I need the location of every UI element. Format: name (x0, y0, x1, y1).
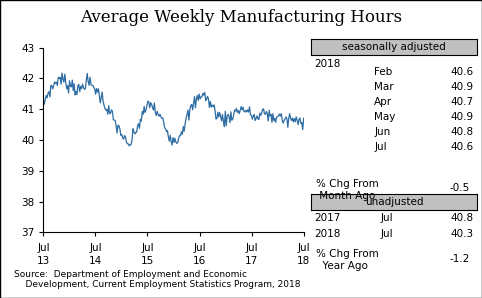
Text: Jul: Jul (374, 142, 387, 152)
Text: Source:  Department of Employment and Economic
    Development, Current Employme: Source: Department of Employment and Eco… (14, 270, 301, 289)
Text: Jun: Jun (374, 127, 390, 137)
Text: Jul: Jul (297, 243, 310, 253)
Text: % Chg From
 Month Ago: % Chg From Month Ago (316, 179, 378, 201)
Text: Jul: Jul (193, 243, 206, 253)
Text: 40.3: 40.3 (451, 229, 474, 239)
Text: 2017: 2017 (314, 213, 341, 223)
Text: Jul: Jul (37, 243, 50, 253)
Text: 40.8: 40.8 (451, 127, 474, 137)
Text: Jul: Jul (89, 243, 102, 253)
Text: May: May (374, 112, 395, 122)
Text: Jul: Jul (381, 229, 393, 239)
Text: 2018: 2018 (314, 229, 341, 239)
Text: 40.6: 40.6 (451, 67, 474, 77)
Text: -1.2: -1.2 (450, 254, 470, 264)
Text: Jul: Jul (245, 243, 258, 253)
Text: 18: 18 (297, 256, 310, 266)
Text: 16: 16 (193, 256, 206, 266)
Text: 17: 17 (245, 256, 258, 266)
Text: unadjusted: unadjusted (365, 197, 423, 207)
Text: seasonally adjusted: seasonally adjusted (342, 42, 446, 52)
Text: Apr: Apr (374, 97, 392, 107)
Text: Jul: Jul (141, 243, 154, 253)
Text: 2018: 2018 (314, 59, 341, 69)
Text: 40.8: 40.8 (451, 213, 474, 223)
Text: 14: 14 (89, 256, 102, 266)
Text: % Chg From
  Year Ago: % Chg From Year Ago (316, 249, 378, 271)
Text: Average Weekly Manufacturing Hours: Average Weekly Manufacturing Hours (80, 9, 402, 26)
Text: 15: 15 (141, 256, 154, 266)
Text: 40.9: 40.9 (451, 82, 474, 92)
Text: Mar: Mar (374, 82, 394, 92)
Text: -0.5: -0.5 (450, 183, 470, 193)
Text: 40.6: 40.6 (451, 142, 474, 152)
Text: Jul: Jul (381, 213, 393, 223)
Text: 40.9: 40.9 (451, 112, 474, 122)
Text: Feb: Feb (374, 67, 392, 77)
Text: 13: 13 (37, 256, 50, 266)
Text: 40.7: 40.7 (451, 97, 474, 107)
